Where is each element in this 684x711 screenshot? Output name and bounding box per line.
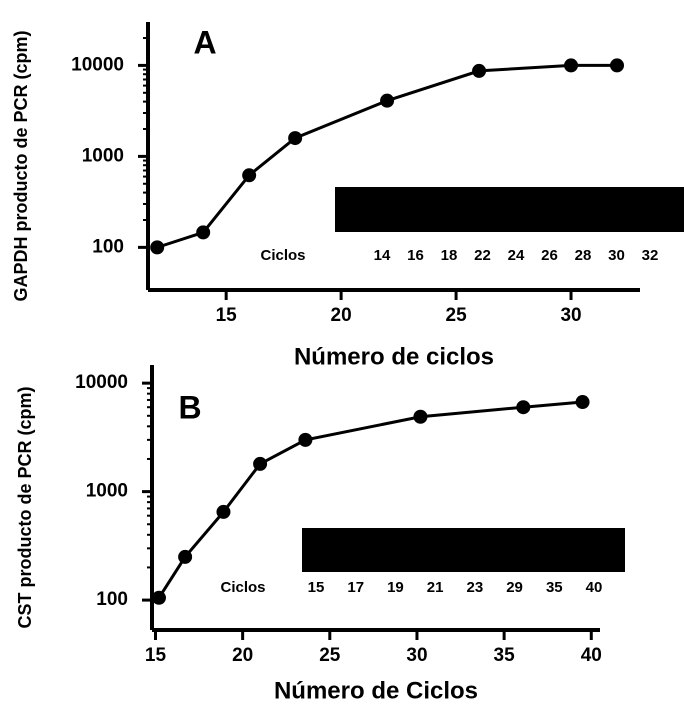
data-point <box>242 168 256 182</box>
data-point <box>150 240 164 254</box>
data-point <box>178 550 192 564</box>
gel-lane-label: 35 <box>546 579 563 596</box>
y-axis-label: GAPDH producto de PCR (cpm) <box>11 30 31 301</box>
x-tick-label: 30 <box>406 645 427 666</box>
y-axis-label: CST producto de PCR (cpm) <box>15 386 35 628</box>
x-tick-label: 20 <box>331 305 352 326</box>
x-tick-label: 35 <box>494 645 516 666</box>
data-point <box>216 505 230 519</box>
x-tick-label: 30 <box>560 305 581 326</box>
data-point <box>380 94 394 108</box>
x-tick-label: 20 <box>232 645 253 666</box>
y-tick-label: 10000 <box>71 54 124 75</box>
x-axis-label: Número de ciclos <box>294 343 494 370</box>
y-tick-label: 100 <box>96 589 128 610</box>
gel-lane-label: 40 <box>586 579 603 596</box>
gel-lane-label: 28 <box>575 247 592 264</box>
gel-lane-label: 19 <box>387 579 404 596</box>
y-tick-label: 10000 <box>75 372 128 393</box>
x-tick-label: 15 <box>145 645 167 666</box>
gel-lane-label: 17 <box>347 579 364 596</box>
data-point <box>288 131 302 145</box>
x-tick-label: 40 <box>581 645 602 666</box>
x-tick-label: 25 <box>319 645 341 666</box>
panel-title: A <box>193 24 216 60</box>
y-tick-label: 100 <box>92 236 124 257</box>
y-tick-label: 1000 <box>86 481 128 502</box>
gel-lane-label: 14 <box>374 247 391 264</box>
x-axis-label: Número de Ciclos <box>274 677 478 704</box>
gel-lane-label: 26 <box>541 247 558 264</box>
data-point <box>253 457 267 471</box>
gel-lane-label: 30 <box>608 247 625 264</box>
gel-label: Ciclos <box>220 579 265 596</box>
gel-lane-label: 16 <box>407 247 424 264</box>
gel-lane-label: 32 <box>642 247 659 264</box>
data-point <box>564 58 578 72</box>
data-point <box>576 395 590 409</box>
x-tick-label: 25 <box>446 305 468 326</box>
gel-label: Ciclos <box>260 247 305 264</box>
gel-image <box>302 528 625 572</box>
figure: 100 1000 10000 15 20 25 30 A GAPDH producto de P… <box>0 0 684 706</box>
data-point <box>196 225 210 239</box>
panel-title: B <box>178 389 201 425</box>
data-point <box>413 410 427 424</box>
gel-lane-label: 21 <box>427 579 444 596</box>
gel-image <box>335 187 684 232</box>
data-point <box>152 591 166 605</box>
data-point <box>472 64 486 78</box>
gel-lane-label: 22 <box>474 247 491 264</box>
gel-lane-label: 18 <box>441 247 458 264</box>
gel-lane-label: 15 <box>308 579 325 596</box>
data-point <box>298 433 312 447</box>
gel-lane-label: 24 <box>508 247 525 264</box>
x-tick-label: 15 <box>216 305 238 326</box>
data-point <box>610 58 624 72</box>
gel-lane-label: 29 <box>506 579 523 596</box>
data-point <box>516 400 530 414</box>
gel-lane-label: 23 <box>467 579 484 596</box>
y-tick-label: 1000 <box>82 145 124 166</box>
